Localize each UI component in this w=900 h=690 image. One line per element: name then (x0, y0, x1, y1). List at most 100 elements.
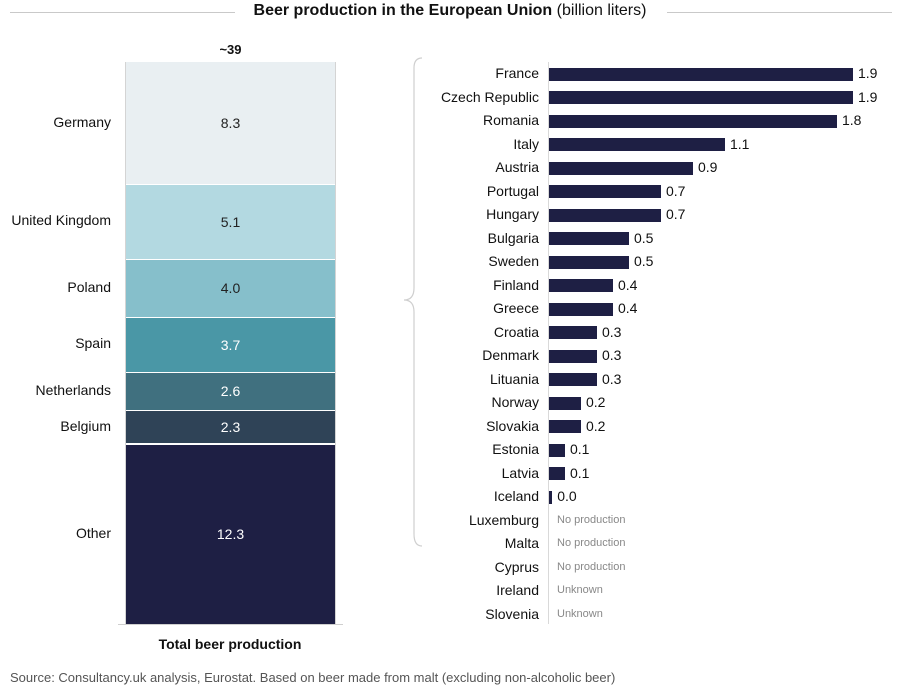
country-label: Finland (493, 276, 539, 293)
country-label: Hungary (486, 206, 539, 222)
stack-category-label: United Kingdom (11, 212, 111, 229)
bar-value-label: 0.3 (602, 323, 622, 340)
bar-lituania (549, 373, 597, 386)
bar-value-label: 0.4 (618, 300, 638, 316)
bar-value-label: 0.0 (557, 488, 577, 504)
country-label: Estonia (492, 441, 539, 457)
bar-value-label: 0.9 (698, 159, 718, 175)
stack-border (125, 62, 336, 624)
bar-sweden (549, 255, 629, 269)
title-rule-left (10, 12, 235, 13)
chart-title-unit: (billion liters) (556, 2, 647, 19)
stack-segment-value: 3.7 (220, 336, 241, 353)
bar-note-label: No production (557, 513, 626, 526)
bar-greece (549, 302, 613, 316)
bar-value-label: 0.7 (666, 182, 686, 199)
bar-croatia (549, 326, 597, 339)
bar-value-label: 1.9 (858, 88, 878, 105)
country-label: Austria (495, 159, 539, 175)
bar-estonia (549, 443, 565, 457)
bar-france (549, 67, 853, 81)
bar-value-label: 0.5 (634, 229, 654, 246)
bar-finland (549, 279, 613, 292)
stack-segment-value: 4.0 (220, 280, 241, 297)
country-label: Romania (482, 112, 539, 128)
country-label: Portugal (486, 182, 539, 199)
bar-hungary (549, 208, 661, 222)
country-label: Slovakia (486, 417, 539, 434)
bar-value-label: 1.9 (858, 65, 878, 81)
bar-value-label: 0.1 (570, 464, 590, 481)
bar-slovakia (549, 420, 581, 433)
bar-value-label: 0.4 (618, 276, 638, 293)
bar-portugal (549, 185, 661, 198)
bar-italy (549, 138, 725, 151)
stack-segment-belgium: 2.3 (125, 409, 336, 444)
bar-denmark (549, 349, 597, 363)
bar-value-label: 0.3 (602, 370, 622, 387)
stack-total-label: ~39 (219, 42, 242, 57)
bar-value-label: 0.1 (570, 441, 590, 457)
stack-segment-value: 12.3 (216, 526, 245, 543)
country-label: Italy (513, 135, 539, 152)
country-label: Norway (491, 394, 539, 410)
stack-category-label: Other (75, 524, 111, 541)
brace-connector (403, 57, 423, 547)
stack-segment-netherlands: 2.6 (125, 371, 336, 410)
bar-iceland (549, 490, 553, 504)
country-label: France (495, 65, 539, 81)
bar-value-label: 0.7 (666, 206, 686, 222)
country-label: Greece (493, 300, 539, 316)
bar-bulgaria (549, 232, 629, 245)
stack-segment-spain: 3.7 (125, 317, 336, 372)
bar-note-label: No production (557, 537, 626, 549)
bar-note-label: Unknown (557, 607, 603, 620)
country-label: Luxemburg (468, 511, 539, 528)
country-label: Bulgaria (487, 229, 539, 246)
stack-category-label: Netherlands (35, 381, 112, 398)
title-rule-right (667, 12, 892, 13)
stack-category-label: Belgium (60, 417, 111, 434)
bar-norway (549, 396, 581, 410)
country-label: Malta (504, 535, 539, 551)
stack-category-label: Spain (75, 335, 111, 352)
bar-axis-line (548, 62, 549, 624)
country-label: Slovenia (485, 605, 539, 622)
bar-value-label: 1.8 (842, 112, 862, 128)
stack-baseline (118, 624, 343, 625)
bar-value-label: 0.5 (634, 253, 654, 269)
stack-segment-value: 5.1 (220, 213, 241, 230)
stack-segment-value: 2.6 (220, 383, 241, 400)
country-label: Cyprus (494, 558, 539, 575)
bar-value-label: 0.2 (586, 417, 606, 434)
chart-title: Beer production in the European Union (b… (0, 2, 900, 20)
bar-latvia (549, 467, 565, 480)
bar-note-label: Unknown (557, 584, 603, 596)
stack-segment-poland: 4.0 (125, 258, 336, 318)
bar-value-label: 0.3 (602, 347, 622, 363)
country-label: Czech Republic (440, 88, 539, 105)
stack-category-label: Poland (67, 278, 111, 295)
country-label: Latvia (501, 464, 539, 481)
chart-title-main: Beer production in the European Union (253, 2, 553, 19)
country-label: Sweden (488, 253, 539, 269)
stack-segment-value: 2.3 (220, 419, 241, 436)
country-label: Lituania (489, 370, 539, 387)
stack-segment-other: 12.3 (125, 443, 336, 624)
stack-category-label: Germany (53, 113, 111, 130)
source-note: Source: Consultancy.uk analysis, Eurosta… (10, 670, 616, 685)
country-label: Croatia (493, 323, 539, 340)
bar-romania (549, 114, 837, 128)
stack-segment-united-kingdom: 5.1 (125, 183, 336, 259)
bar-czech-republic (549, 91, 853, 104)
bar-austria (549, 161, 693, 175)
bar-value-label: 1.1 (730, 135, 750, 152)
country-label: Ireland (496, 582, 539, 598)
stack-segment-value: 8.3 (220, 114, 241, 131)
bar-value-label: 0.2 (586, 394, 606, 410)
country-label: Denmark (482, 347, 539, 363)
stack-axis-label: Total beer production (158, 636, 302, 652)
bar-note-label: No production (557, 560, 626, 573)
country-label: Iceland (493, 488, 539, 504)
stack-segment-germany: 8.3 (125, 62, 336, 184)
